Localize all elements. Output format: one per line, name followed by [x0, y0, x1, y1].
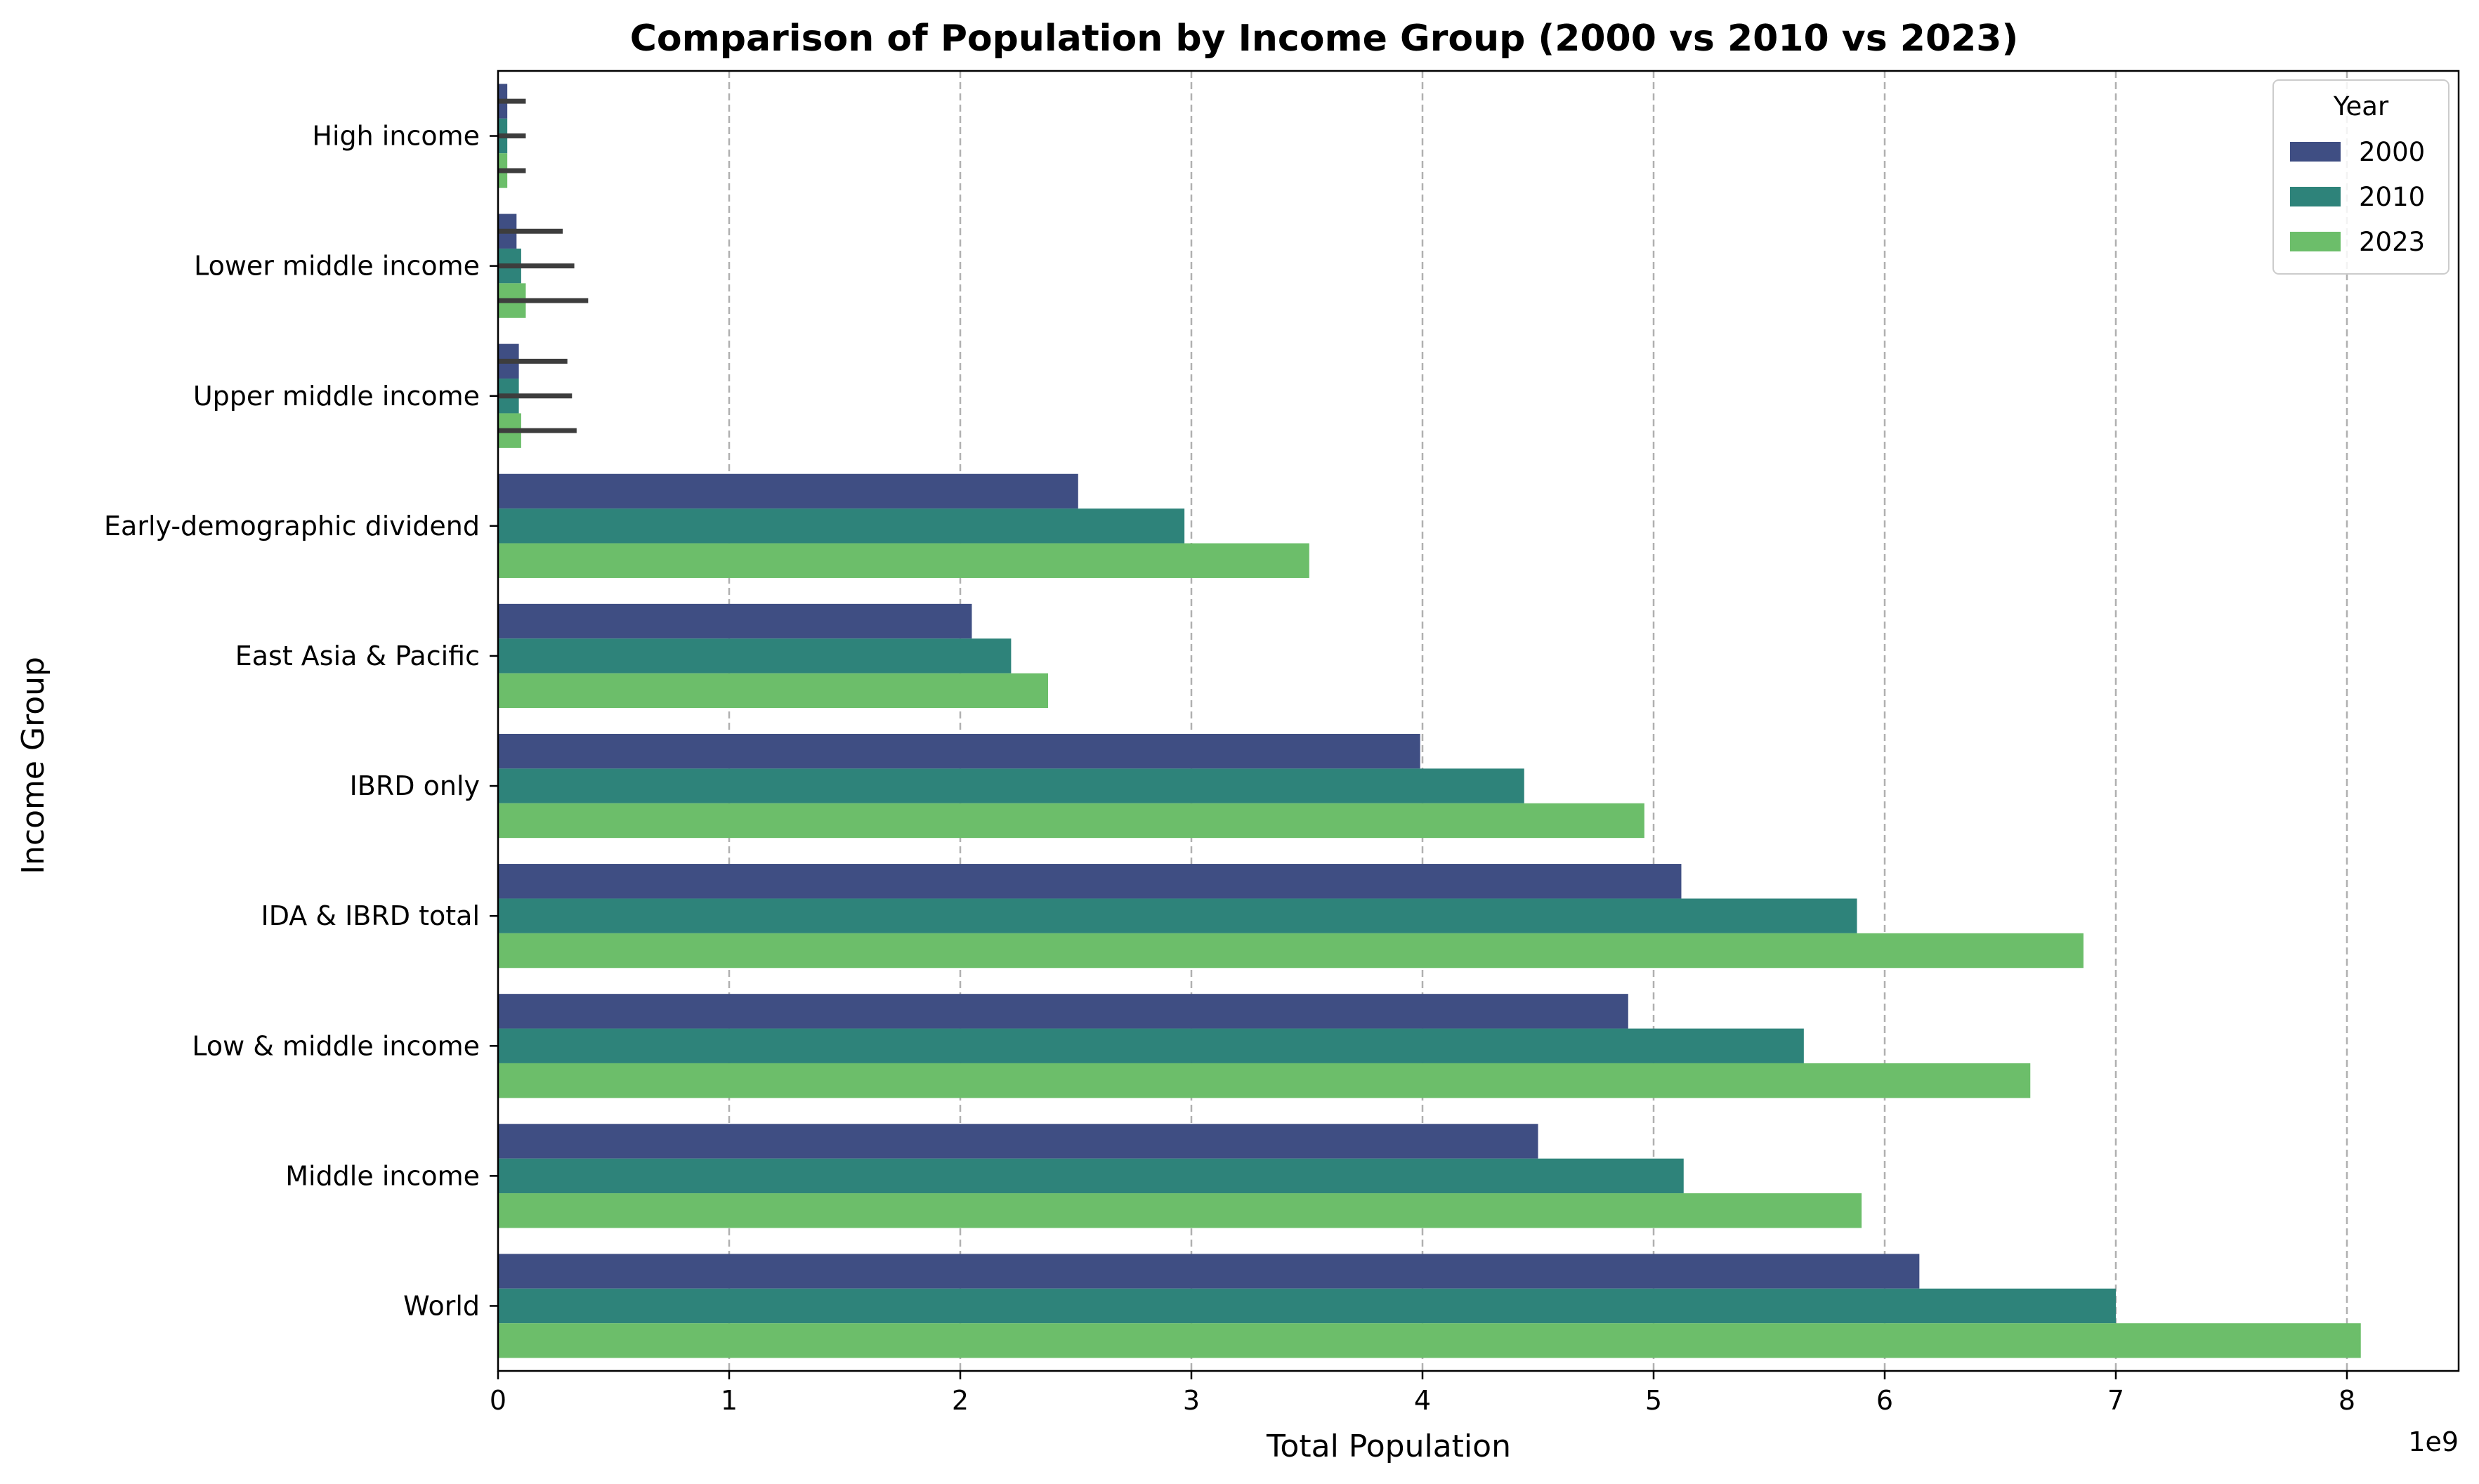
y-tick-label: Middle income [285, 1160, 480, 1191]
x-axis-multiplier: 1e9 [2408, 1426, 2459, 1457]
bar-2023 [498, 543, 1309, 578]
bar-2010 [498, 1028, 1804, 1063]
bar-2000 [498, 994, 1628, 1029]
plot-frame [497, 70, 2460, 1372]
x-tick-label: 7 [2107, 1385, 2124, 1416]
legend-label: 2023 [2359, 227, 2425, 257]
y-tick-label: Early-demographic dividend [104, 511, 480, 541]
bar-2000 [498, 864, 1682, 899]
legend-label: 2000 [2359, 137, 2425, 167]
y-tick-label: IDA & IBRD total [261, 900, 480, 931]
legend-swatch-2010 [2290, 187, 2341, 206]
legend: Year 2000 2010 2023 [2272, 79, 2449, 275]
bar-2000 [498, 733, 1420, 769]
bar-2023 [498, 933, 2084, 968]
x-axis-title: Total Population [1266, 1429, 1511, 1464]
bar-2010 [498, 898, 1857, 933]
bar-2010 [498, 1158, 1684, 1194]
y-axis: High income Lower middle income Upper midd… [104, 121, 498, 1321]
y-axis-title: Income Group [15, 657, 51, 874]
y-tick-label: World [403, 1290, 480, 1321]
y-tick-label: High income [312, 121, 480, 152]
x-tick-label: 4 [1414, 1385, 1431, 1416]
bar-2023 [498, 673, 1049, 709]
x-tick-label: 2 [952, 1385, 969, 1416]
error-bars [498, 98, 589, 433]
x-tick-label: 3 [1183, 1385, 1200, 1416]
y-tick-label: IBRD only [350, 770, 480, 801]
bar-2010 [498, 508, 1185, 544]
bar-2000 [498, 1124, 1538, 1159]
legend-title: Year [2333, 91, 2389, 122]
x-axis: 0 1 2 3 4 5 6 7 8 [490, 1371, 2355, 1416]
y-tick-label: Upper middle income [193, 381, 480, 412]
bar-2000 [498, 603, 972, 639]
x-tick-label: 8 [2339, 1385, 2355, 1416]
y-tick-label: East Asia & Pacific [235, 641, 480, 671]
bar-2010 [498, 768, 1524, 803]
bar-2000 [498, 473, 1078, 509]
y-tick-label: Low & middle income [192, 1030, 480, 1061]
legend-swatch-2023 [2290, 232, 2341, 251]
x-tick-label: 6 [1876, 1385, 1893, 1416]
bar-2010 [498, 1288, 2116, 1324]
y-tick-label: Lower middle income [194, 251, 480, 282]
bars [498, 84, 2361, 1358]
legend-label: 2010 [2359, 182, 2425, 212]
x-tick-label: 0 [490, 1385, 506, 1416]
bar-2023 [498, 1323, 2361, 1358]
bar-2023 [498, 1193, 1862, 1228]
x-tick-label: 5 [1645, 1385, 1662, 1416]
bar-2023 [498, 803, 1644, 839]
bar-2000 [498, 1254, 1920, 1289]
x-tick-label: 1 [721, 1385, 738, 1416]
chart-title: Comparison of Population by Income Group… [630, 18, 2019, 60]
bar-2023 [498, 1063, 2031, 1098]
legend-box [2272, 79, 2449, 275]
legend-swatch-2000 [2290, 142, 2341, 162]
bar-2010 [498, 638, 1012, 674]
